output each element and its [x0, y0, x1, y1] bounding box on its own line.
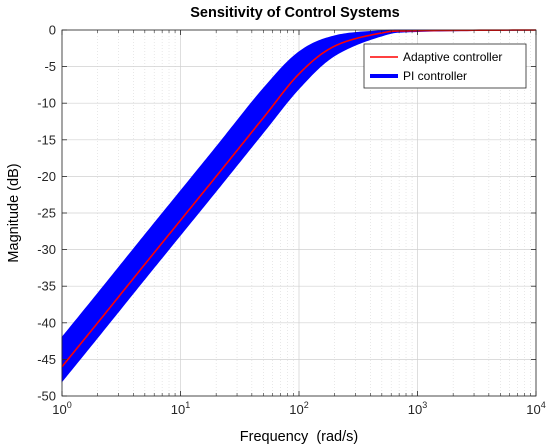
legend-label-adaptive: Adaptive controller [403, 50, 502, 64]
y-axis-label: Magnitude (dB) [6, 163, 22, 262]
y-tick-label: -5 [44, 59, 56, 74]
x-tick-label-exponent: 1 [185, 400, 190, 410]
chart-title: Sensitivity of Control Systems [190, 5, 400, 21]
x-tick-label-exponent: 4 [541, 400, 546, 410]
legend-box [363, 43, 527, 89]
x-tick-label-base: 10 [52, 402, 66, 417]
y-tick-label: -15 [37, 132, 56, 147]
x-tick-label: 100 [52, 400, 71, 417]
y-tick-label: -35 [37, 279, 56, 294]
y-tick-label: -50 [37, 389, 56, 404]
x-tick-label-base: 10 [289, 402, 303, 417]
y-tick-label: 0 [49, 23, 56, 38]
x-tick-label-exponent: 2 [304, 400, 309, 410]
x-tick-label: 103 [408, 400, 427, 417]
x-tick-label-base: 10 [526, 402, 540, 417]
x-tick-label: 102 [289, 400, 308, 417]
y-tick-label: -10 [37, 96, 56, 111]
x-tick-label-exponent: 3 [422, 400, 427, 410]
x-tick-label-base: 10 [408, 402, 422, 417]
y-tick-label: -30 [37, 242, 56, 257]
y-tick-label: -45 [37, 352, 56, 367]
x-tick-label-exponent: 0 [67, 400, 72, 410]
y-tick-label: -25 [37, 206, 56, 221]
legend: Adaptive controller PI controller [363, 43, 527, 89]
y-tick-label: -20 [37, 169, 56, 184]
x-tick-label: 101 [171, 400, 190, 417]
x-tick-label-base: 10 [171, 402, 185, 417]
y-tick-labels: 0 -5 -10 -15 -20 -25 -30 -35 -40 -45 -50 [37, 23, 56, 404]
x-tick-label: 104 [526, 400, 545, 417]
x-axis-label: Frequency (rad/s) [240, 429, 358, 445]
y-tick-label: -40 [37, 315, 56, 330]
x-tick-labels: 100 101 102 103 104 [52, 400, 545, 417]
legend-label-pi: PI controller [403, 69, 467, 83]
tick-marks [61, 29, 537, 397]
